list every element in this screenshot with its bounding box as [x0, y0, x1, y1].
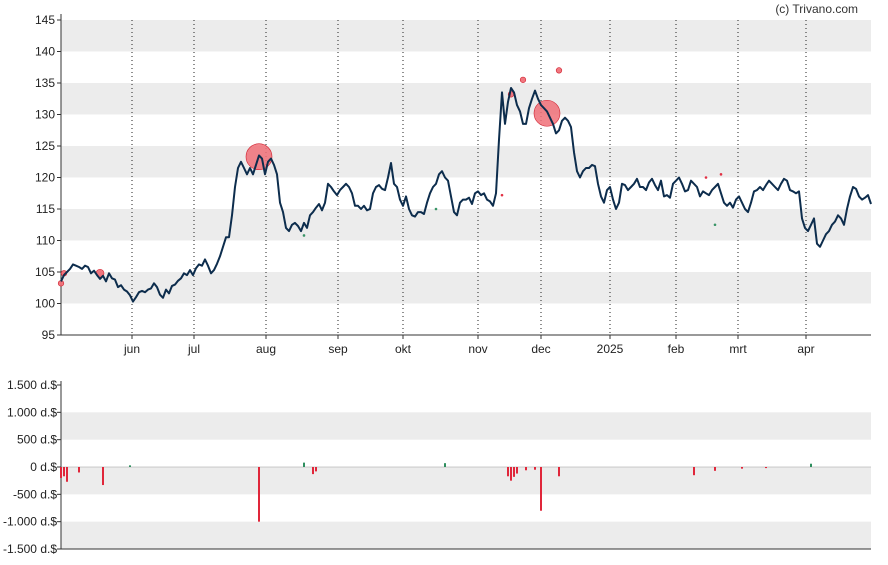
volume-band	[61, 467, 871, 495]
price-y-tick-label: 95	[42, 328, 56, 342]
month-tick-label: sep	[328, 342, 348, 356]
month-tick-label: 2025	[597, 342, 624, 356]
volume-y-tick-label: -1.500 d.$	[3, 542, 57, 556]
month-tick-label: feb	[668, 342, 685, 356]
volume-y-tick-label: -500 d.$	[13, 487, 57, 501]
sell-bar	[102, 467, 104, 486]
sell-bar	[558, 467, 560, 477]
price-y-tick-label: 110	[36, 234, 55, 248]
trade-marker-buy	[713, 223, 717, 227]
trade-marker-sell	[719, 173, 723, 176]
buy-bar	[129, 465, 131, 467]
month-tick-label: okt	[395, 342, 412, 356]
trade-marker-buy	[434, 207, 438, 211]
month-tick-label: jun	[123, 342, 140, 356]
month-tick-label: apr	[797, 342, 814, 356]
sell-bar	[510, 467, 512, 481]
sell-bar	[78, 467, 80, 473]
sell-bar	[765, 467, 767, 469]
chart-credit: (c) Trivano.com	[775, 2, 858, 16]
price-band	[61, 20, 871, 52]
transaction-bars	[60, 462, 812, 522]
volume-band	[61, 412, 871, 440]
buy-bar	[303, 462, 305, 467]
volume-panel-bands	[61, 412, 871, 549]
price-y-tick-label: 100	[35, 297, 55, 311]
sell-bar	[534, 467, 536, 470]
buy-bar	[444, 463, 446, 467]
sell-bar	[525, 467, 527, 471]
price-band	[61, 146, 871, 178]
sell-bar	[258, 467, 260, 522]
price-y-tick-label: 105	[35, 265, 55, 279]
trade-marker-sell	[500, 193, 504, 197]
month-tick-label: jul	[187, 342, 200, 356]
price-series-line	[60, 87, 872, 303]
price-panel-bands	[61, 20, 871, 304]
month-tick-label: nov	[468, 342, 487, 356]
trade-marker-buy	[302, 234, 306, 237]
volume-band	[61, 521, 871, 549]
volume-y-tick-label: 1.000 d.$	[7, 405, 57, 419]
trade-marker-sell	[519, 76, 527, 83]
sell-bar	[540, 467, 542, 511]
price-y-tick-label: 115	[36, 202, 55, 216]
price-panel-month-grid	[131, 20, 807, 335]
price-band	[61, 209, 871, 241]
price-x-axis-ticks: jun jul aug sep okt nov dec 2025 feb mrt apr	[123, 335, 815, 356]
price-band	[61, 272, 871, 304]
price-y-tick-label: 130	[35, 108, 55, 122]
price-y-tick-label: 140	[35, 45, 55, 59]
sell-bar	[60, 467, 62, 478]
month-tick-label: dec	[531, 342, 550, 356]
trade-marker-sell	[555, 67, 563, 74]
price-y-tick-label: 120	[35, 171, 55, 185]
sell-bar	[741, 467, 743, 469]
price-y-tick-label: 125	[35, 139, 55, 153]
volume-y-axis-ticks: 1.500 d.$ 1.000 d.$ 500 d.$ 0 d.$ -500 d.$ -1…	[3, 378, 61, 556]
sell-bar	[513, 467, 515, 477]
sell-bar	[507, 467, 509, 477]
price-band	[61, 83, 871, 115]
month-tick-label: aug	[256, 342, 276, 356]
volume-y-tick-label: 1.500 d.$	[7, 378, 57, 392]
volume-panel-axes	[60, 381, 871, 550]
month-tick-label: mrt	[729, 342, 747, 356]
price-y-axis-ticks: 95 100 105 110 115 120 125 130 135 140 145	[35, 13, 61, 342]
buy-bar	[810, 463, 812, 467]
sell-bar	[66, 467, 68, 482]
sell-bar	[693, 467, 695, 476]
sell-bar	[315, 467, 317, 472]
sell-bar	[516, 467, 518, 474]
sell-bar	[312, 467, 314, 475]
volume-y-tick-label: 500 d.$	[17, 433, 57, 447]
volume-y-tick-label: 0 d.$	[30, 460, 57, 474]
trade-marker-sell	[704, 176, 708, 179]
sell-bar	[63, 467, 65, 477]
volume-y-tick-label: -1.000 d.$	[3, 515, 57, 529]
price-y-tick-label: 135	[35, 76, 55, 90]
price-y-tick-label: 145	[35, 13, 55, 27]
sell-bar	[714, 467, 716, 471]
